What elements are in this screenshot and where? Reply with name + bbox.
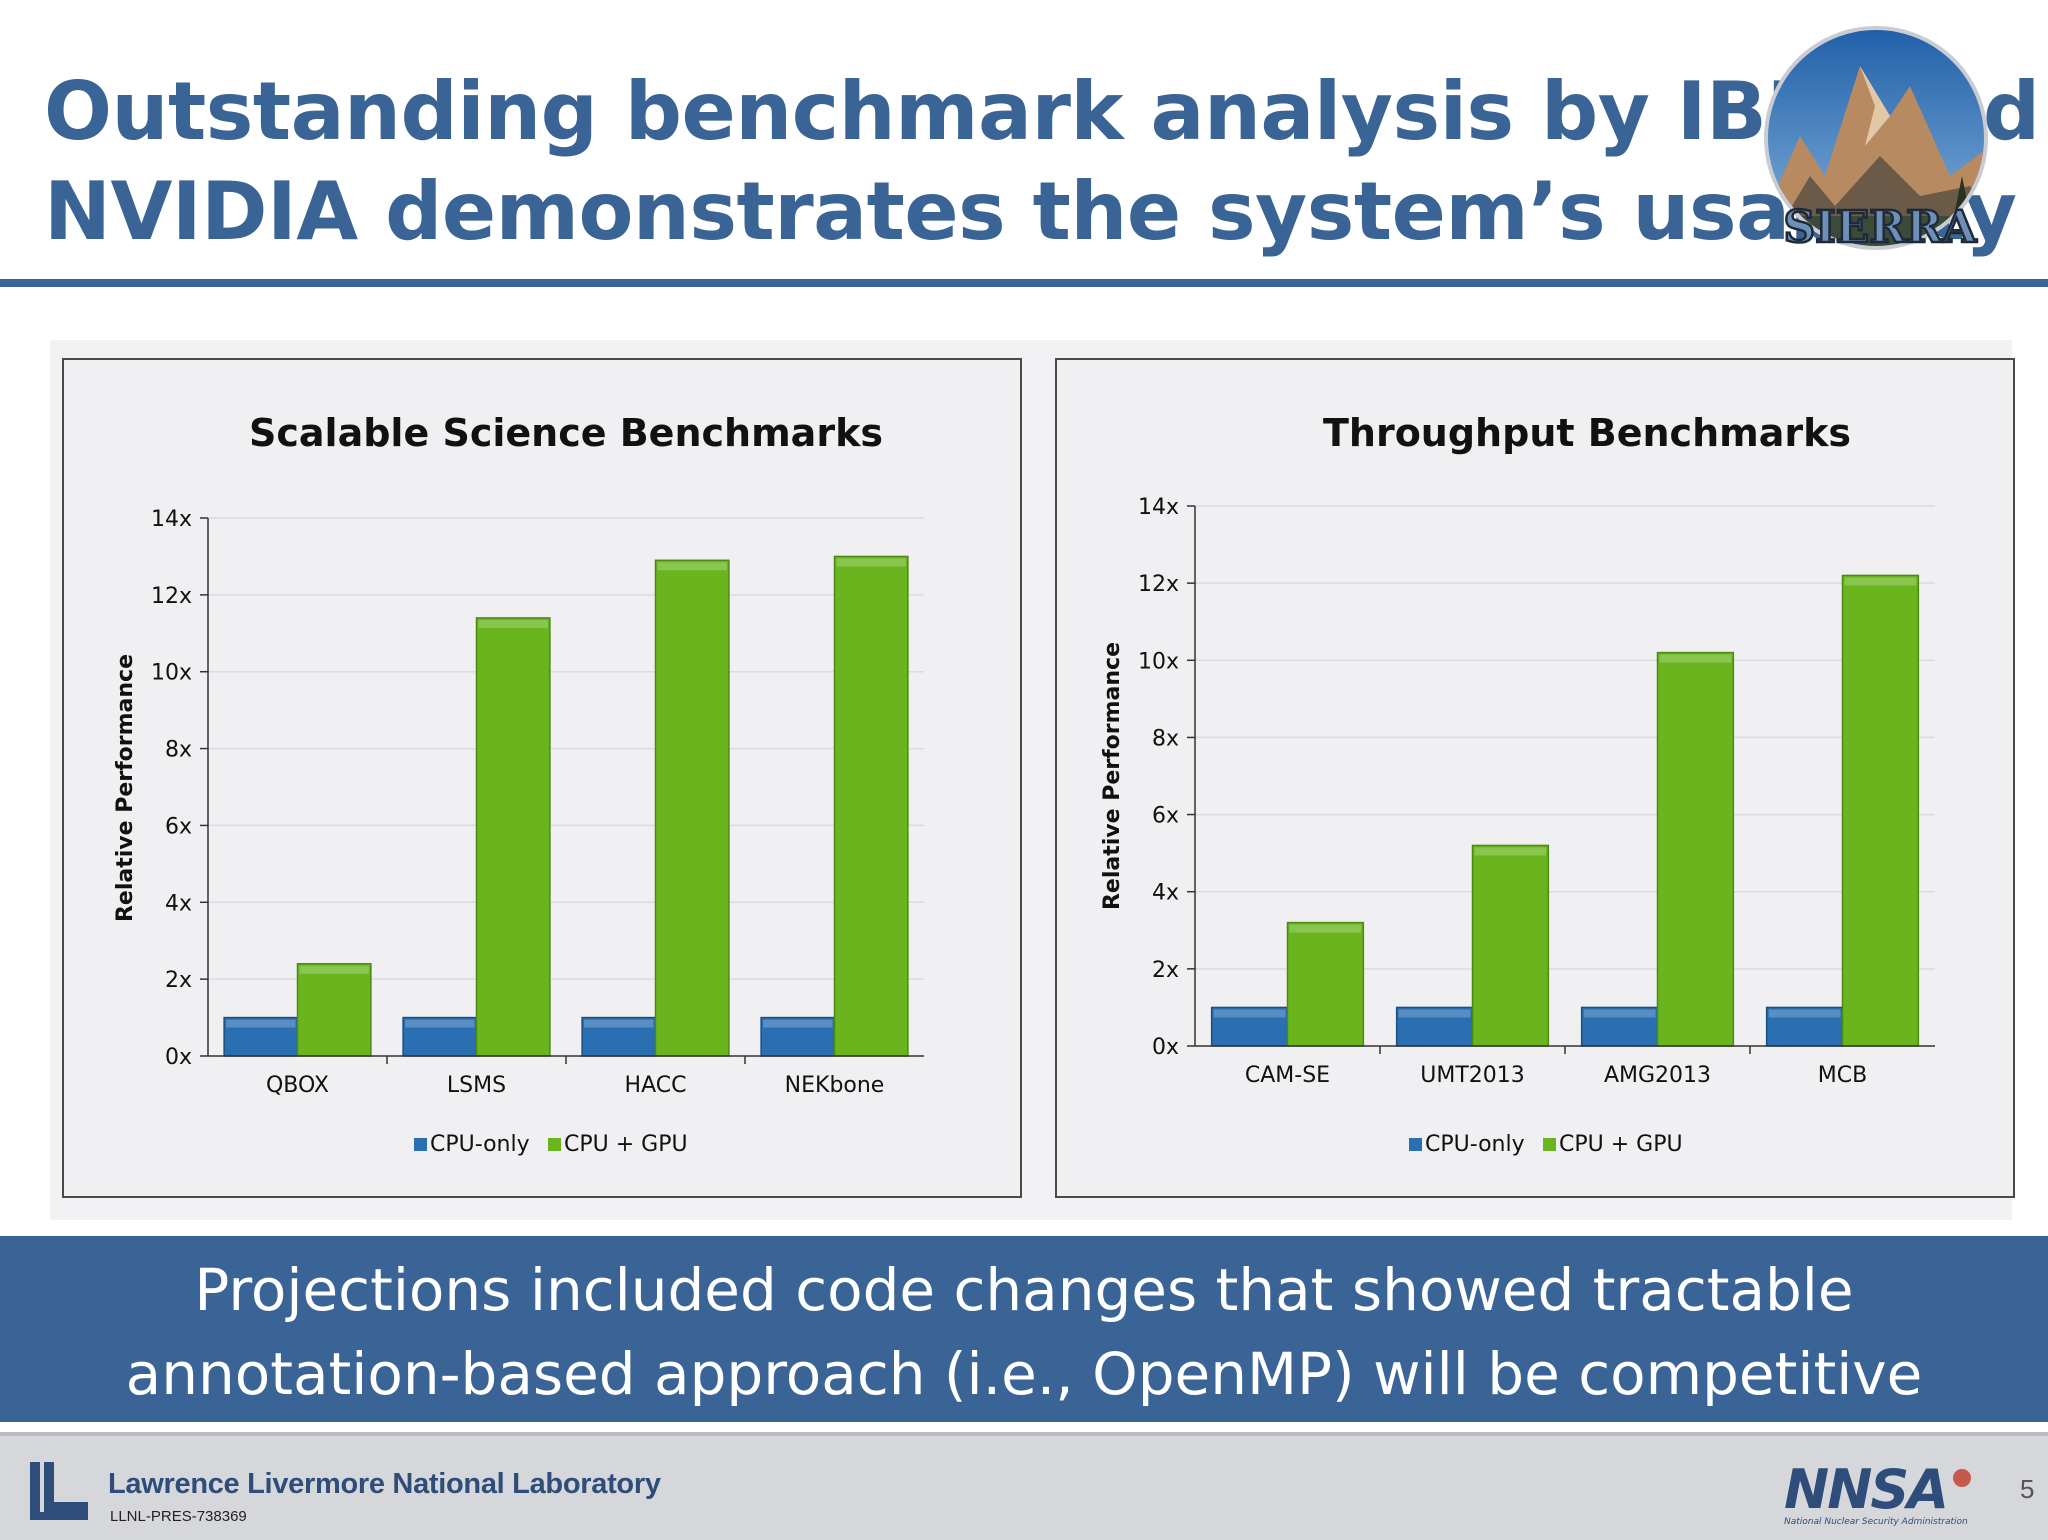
chart-panel-scalable: Scalable Science Benchmarks Relative Per…	[62, 358, 1022, 1198]
bar-highlight	[657, 562, 727, 571]
chart-legend: CPU-only CPU + GPU	[1409, 1132, 1683, 1157]
scalable-science-chart: Scalable Science Benchmarks Relative Per…	[113, 411, 924, 1157]
legend-swatch-cpu-only	[414, 1138, 427, 1151]
footer: Lawrence Livermore National Laboratory L…	[0, 1432, 2048, 1540]
page-number: 5	[2020, 1474, 2035, 1504]
nnsa-logo: NNSA National Nuclear Security Administr…	[1784, 1458, 1971, 1527]
slide-title-line-1: Outstanding benchmark analysis by IBM an…	[44, 65, 2040, 158]
y-tick-label: 0x	[1152, 1035, 1179, 1060]
y-tick-label: 10x	[151, 661, 192, 686]
bar-highlight	[478, 619, 548, 628]
bar-highlight	[1583, 1009, 1656, 1018]
y-tick-label: 6x	[1152, 804, 1179, 829]
banner-line-2: annotation-based approach (i.e., OpenMP)…	[125, 1340, 1923, 1408]
x-category-label: AMG2013	[1604, 1063, 1711, 1088]
bar-highlight	[1289, 924, 1362, 933]
chart-panel-throughput: Throughput Benchmarks Relative Performan…	[1055, 358, 2015, 1198]
bar-cpu-only-qbox	[223, 1016, 299, 1057]
legend-swatch-cpu-only	[1409, 1138, 1422, 1151]
y-tick-label: 10x	[1138, 649, 1179, 674]
title-divider	[0, 279, 2048, 287]
slide-title-line-2: NVIDIA demonstrates the system’s usabili…	[44, 165, 2017, 258]
bar-highlight	[584, 1019, 654, 1028]
y-axis-label: Relative Performance	[113, 654, 138, 922]
x-category-label: LSMS	[447, 1073, 506, 1098]
y-tick-label: 8x	[165, 738, 192, 763]
bar-highlight	[1844, 577, 1917, 586]
slide-title: Outstanding benchmark analysis by IBM an…	[44, 62, 2040, 262]
y-tick-label: 2x	[1152, 958, 1179, 983]
bar-cpu-gpu-mcb	[1841, 574, 1920, 1047]
bar-cpu-gpu-cam-se	[1286, 921, 1365, 1047]
bar-highlight	[1213, 1009, 1286, 1018]
x-category-label: CAM-SE	[1245, 1063, 1330, 1088]
footer-presentation-id: LLNL-PRES-738369	[110, 1508, 247, 1525]
bar-cpu-gpu-hacc	[654, 559, 730, 1057]
y-tick-label: 14x	[1138, 495, 1179, 520]
bar-highlight	[1659, 654, 1732, 663]
conclusion-banner: Projections included code changes that s…	[0, 1236, 2048, 1422]
bar-cpu-gpu-umt2013	[1471, 844, 1550, 1047]
x-category-label: MCB	[1818, 1063, 1867, 1088]
bar-cpu-only-hacc	[581, 1016, 657, 1057]
bar-highlight	[226, 1019, 296, 1028]
llnl-logo-icon	[30, 1462, 88, 1520]
x-category-label: UMT2013	[1420, 1063, 1525, 1088]
bar-highlight	[1768, 1009, 1841, 1018]
x-category-label: NEKbone	[785, 1073, 885, 1098]
bar-highlight	[405, 1019, 475, 1028]
bar-cpu-gpu-lsms	[475, 617, 551, 1057]
sierra-logo: SIERRA	[1764, 26, 1988, 254]
bar-cpu-gpu-amg2013	[1656, 651, 1735, 1047]
y-tick-label: 2x	[165, 968, 192, 993]
legend-label-cpu-only: CPU-only	[1425, 1132, 1525, 1157]
nnsa-logo-subtext: National Nuclear Security Administration	[1784, 1517, 1968, 1527]
y-tick-label: 4x	[165, 891, 192, 916]
legend-label-cpu-gpu: CPU + GPU	[564, 1132, 688, 1157]
legend-label-cpu-only: CPU-only	[430, 1132, 530, 1157]
legend-swatch-cpu-gpu	[1543, 1138, 1556, 1151]
y-tick-label: 14x	[151, 507, 192, 532]
chart-title: Throughput Benchmarks	[1323, 411, 1851, 455]
y-tick-label: 8x	[1152, 726, 1179, 751]
bar-cpu-gpu-nekbone	[833, 555, 909, 1057]
y-tick-label: 0x	[165, 1045, 192, 1070]
legend-label-cpu-gpu: CPU + GPU	[1559, 1132, 1683, 1157]
bar-cpu-gpu-qbox	[296, 963, 372, 1057]
y-tick-label: 12x	[151, 584, 192, 609]
x-category-label: HACC	[625, 1073, 687, 1098]
chart-legend: CPU-only CPU + GPU	[414, 1132, 688, 1157]
bar-highlight	[1398, 1009, 1471, 1018]
bar-highlight	[299, 965, 369, 974]
y-tick-label: 4x	[1152, 881, 1179, 906]
bar-highlight	[763, 1019, 833, 1028]
chart-title: Scalable Science Benchmarks	[249, 411, 883, 455]
footer-lab-name: Lawrence Livermore National Laboratory	[108, 1468, 661, 1500]
nnsa-logo-text: NNSA	[1784, 1458, 1947, 1521]
throughput-chart: Throughput Benchmarks Relative Performan…	[1100, 411, 1935, 1157]
legend-swatch-cpu-gpu	[548, 1138, 561, 1151]
bar-highlight	[1474, 847, 1547, 856]
y-axis-label: Relative Performance	[1100, 642, 1125, 910]
bar-highlight	[836, 558, 906, 567]
x-category-label: QBOX	[266, 1073, 329, 1098]
y-tick-label: 6x	[165, 814, 192, 839]
banner-line-1: Projections included code changes that s…	[194, 1256, 1854, 1324]
y-tick-label: 12x	[1138, 572, 1179, 597]
sierra-logo-text: SIERRA	[1783, 202, 1977, 253]
